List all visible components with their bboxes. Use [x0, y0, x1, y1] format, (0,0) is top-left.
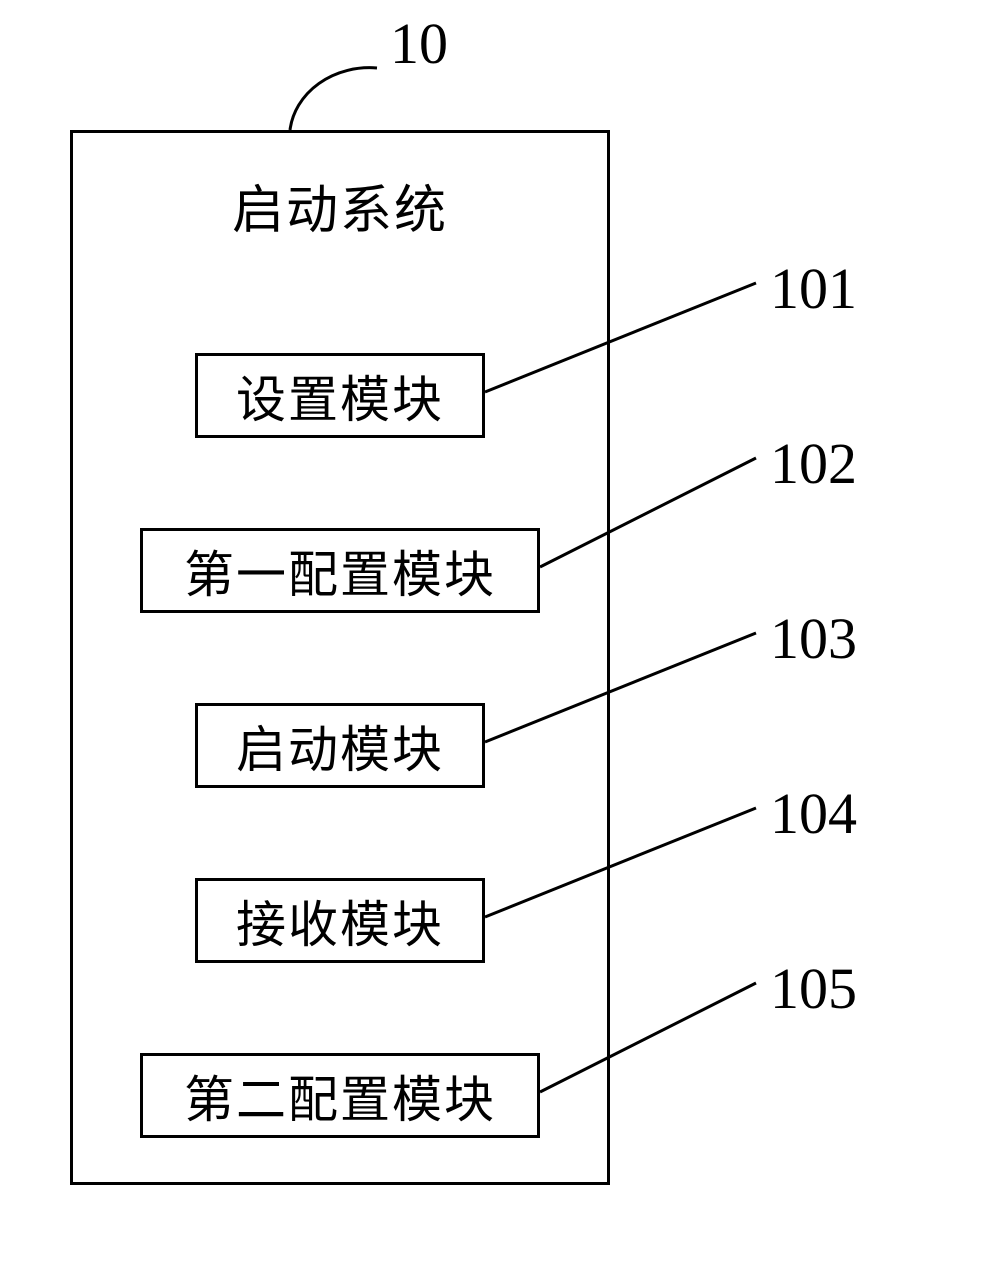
module-id-label-105: 105 [770, 955, 857, 1022]
leader-line-105 [0, 0, 983, 1267]
